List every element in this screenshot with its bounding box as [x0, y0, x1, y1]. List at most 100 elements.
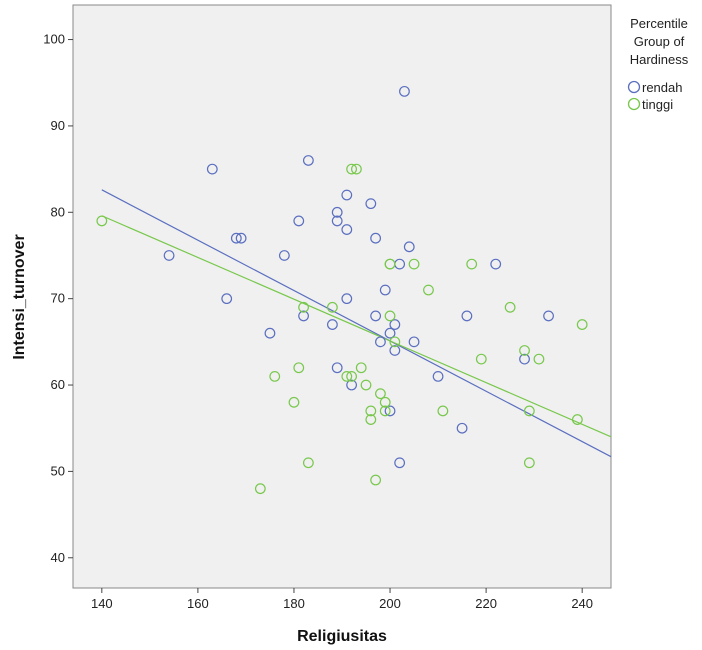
y-tick-label: 90: [51, 118, 65, 133]
y-tick-label: 100: [43, 32, 65, 47]
point-rendah: [456, 422, 468, 434]
x-tick-label: 180: [283, 596, 305, 611]
point-rendah: [432, 370, 444, 382]
point-rendah: [399, 85, 410, 97]
point-rendah: [264, 327, 276, 339]
fit-line-tinggi: [101, 215, 612, 438]
point-tinggi: [523, 405, 535, 417]
y-axis: 40 50 60 70 80 90 100: [43, 32, 73, 565]
point-tinggi: [571, 414, 583, 425]
point-tinggi: [384, 310, 396, 322]
point-tinggi: [389, 336, 401, 348]
point-tinggi: [346, 370, 358, 382]
fit-line-rendah: [101, 189, 612, 458]
point-tinggi: [370, 474, 382, 486]
point-rendah: [461, 310, 473, 322]
point-rendah: [394, 457, 406, 469]
point-rendah: [298, 310, 309, 322]
x-tick-label: 200: [379, 596, 401, 611]
point-rendah: [389, 319, 401, 330]
x-axis: 140 160 180 200 220 240: [91, 588, 593, 611]
point-rendah: [403, 241, 415, 253]
point-tinggi: [293, 362, 305, 374]
point-tinggi: [523, 457, 535, 469]
point-rendah: [346, 379, 358, 391]
point-tinggi: [408, 258, 420, 270]
point-rendah: [331, 206, 343, 218]
point-tinggi: [379, 396, 391, 408]
point-rendah: [230, 232, 242, 244]
point-tinggi: [355, 362, 367, 374]
point-tinggi: [269, 370, 281, 382]
point-rendah: [389, 345, 401, 356]
legend-label-rendah: rendah: [642, 80, 682, 95]
point-rendah: [302, 155, 314, 166]
point-tinggi: [519, 345, 530, 356]
point-rendah: [331, 215, 343, 227]
data-points: [96, 85, 588, 495]
point-tinggi: [423, 284, 434, 296]
point-tinggi: [365, 414, 377, 425]
point-rendah: [365, 198, 377, 210]
point-rendah: [278, 250, 290, 261]
point-rendah: [384, 405, 396, 417]
point-tinggi: [466, 258, 478, 270]
point-rendah: [235, 232, 247, 244]
legend-title-line-2: Group of: [634, 34, 685, 49]
point-tinggi: [351, 163, 362, 175]
x-tick-label: 220: [475, 596, 497, 611]
point-rendah: [490, 258, 502, 270]
point-tinggi: [96, 215, 108, 227]
point-tinggi: [475, 353, 487, 365]
legend-marker-tinggi: [627, 97, 641, 111]
point-tinggi: [341, 370, 353, 382]
y-tick-label: 70: [51, 291, 65, 306]
legend-title-line-1: Percentile: [630, 16, 688, 31]
x-axis-title: Religiusitas: [297, 628, 387, 645]
point-rendah: [293, 215, 305, 227]
point-tinggi: [504, 301, 516, 313]
point-rendah: [326, 319, 338, 330]
point-tinggi: [384, 258, 396, 270]
point-rendah: [543, 310, 554, 322]
x-tick-label: 240: [571, 596, 593, 611]
point-rendah: [519, 353, 530, 365]
point-rendah: [341, 189, 353, 201]
point-rendah: [341, 224, 353, 235]
x-tick-label: 140: [91, 596, 113, 611]
legend-marker-rendah: [627, 80, 641, 94]
point-tinggi: [533, 353, 545, 365]
y-axis-title: Intensi_turnover: [11, 234, 28, 359]
point-tinggi: [437, 405, 449, 417]
point-tinggi: [375, 388, 386, 400]
point-rendah: [206, 163, 218, 175]
point-rendah: [221, 293, 233, 305]
point-rendah: [375, 336, 386, 348]
point-rendah: [163, 250, 175, 261]
legend: Percentile Group of Hardiness rendah tin…: [627, 16, 689, 112]
point-tinggi: [288, 396, 300, 408]
point-tinggi: [365, 405, 377, 417]
point-tinggi: [379, 405, 391, 417]
point-tinggi: [254, 483, 266, 495]
point-rendah: [370, 310, 382, 322]
point-tinggi: [576, 319, 588, 330]
y-tick-label: 50: [51, 463, 65, 478]
y-tick-label: 40: [51, 550, 65, 565]
point-tinggi: [298, 301, 309, 313]
point-rendah: [370, 232, 382, 244]
point-tinggi: [326, 301, 338, 313]
fit-lines: [101, 189, 612, 458]
y-tick-label: 60: [51, 377, 65, 392]
legend-title-line-3: Hardiness: [630, 52, 689, 67]
point-tinggi: [302, 457, 314, 469]
point-rendah: [384, 327, 396, 339]
point-rendah: [341, 293, 353, 305]
point-tinggi: [346, 163, 358, 175]
point-rendah: [331, 362, 343, 374]
point-rendah: [408, 336, 420, 348]
y-tick-label: 80: [51, 204, 65, 219]
point-tinggi: [360, 379, 372, 391]
x-tick-label: 160: [187, 596, 209, 611]
